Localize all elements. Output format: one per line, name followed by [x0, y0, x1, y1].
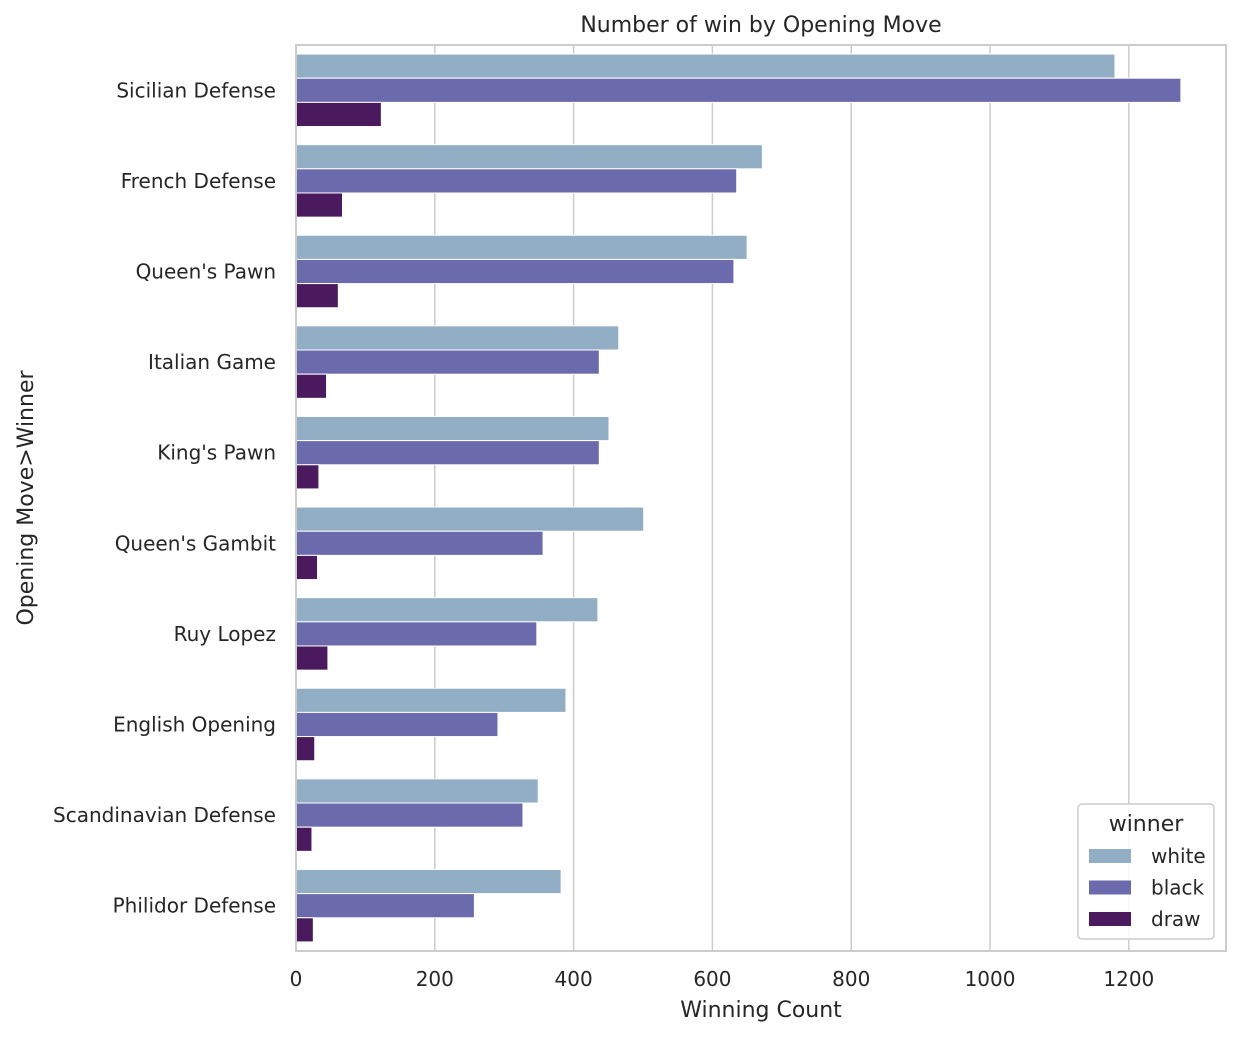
x-tick-label: 1000 — [965, 967, 1016, 991]
bar-black — [295, 349, 600, 375]
x-tick-label: 400 — [555, 967, 593, 991]
bars — [295, 53, 1182, 943]
legend-label-draw: draw — [1151, 907, 1201, 931]
legend-frame — [1077, 803, 1215, 940]
bar-draw — [295, 283, 339, 309]
bar-black — [295, 440, 600, 466]
bar-black — [295, 77, 1182, 103]
x-axis-label: Winning Count — [680, 998, 842, 1023]
x-tick-labels: 0 200 400 600 800 1000 1200 — [290, 967, 1155, 991]
y-category-label: Italian Game — [148, 350, 276, 374]
gridlines — [295, 45, 1130, 951]
legend-items: white black draw — [1089, 844, 1206, 931]
bar-black — [295, 802, 524, 828]
y-category-label: Queen's Pawn — [136, 260, 276, 284]
y-category-label: King's Pawn — [157, 441, 276, 465]
legend-label-black: black — [1151, 876, 1205, 900]
y-category-label: English Opening — [113, 713, 276, 737]
bar-white — [295, 234, 748, 260]
x-tick-label: 800 — [832, 967, 870, 991]
legend-label-white: white — [1151, 844, 1206, 868]
legend-title: winner — [1109, 812, 1185, 837]
bar-white — [295, 597, 599, 623]
bar-draw — [295, 645, 329, 671]
bar-white — [295, 506, 645, 532]
y-category-label: Philidor Defense — [113, 894, 276, 918]
bar-black — [295, 530, 544, 556]
y-category-label: Ruy Lopez — [174, 622, 276, 646]
bar-draw — [295, 826, 313, 852]
bar-draw — [295, 101, 382, 128]
x-tick-label: 600 — [693, 967, 731, 991]
plot-frame — [295, 44, 1227, 952]
chart-title: Number of win by Opening Move — [580, 13, 941, 38]
bar-black — [295, 711, 499, 738]
y-category-label: Queen's Gambit — [115, 531, 276, 555]
bar-draw — [295, 192, 343, 218]
x-tick-label: 0 — [290, 967, 303, 991]
bar-white — [295, 687, 567, 713]
bar-draw — [295, 464, 320, 490]
bar-black — [295, 258, 735, 285]
y-category-label: Sicilian Defense — [116, 78, 276, 102]
bar-white — [295, 144, 763, 170]
bar-draw — [295, 736, 316, 762]
bar-black — [295, 168, 738, 194]
legend-swatch-black — [1089, 880, 1131, 895]
x-tick-label: 1200 — [1103, 967, 1154, 991]
legend: winner white black draw — [1077, 803, 1215, 940]
x-tick-label: 200 — [416, 967, 454, 991]
bar-draw — [295, 373, 328, 399]
legend-swatch-white — [1089, 849, 1131, 863]
bar-black — [295, 621, 538, 647]
bar-white — [295, 778, 539, 804]
bar-white — [295, 415, 610, 442]
y-category-label: Scandinavian Defense — [53, 803, 276, 827]
bar-white — [295, 868, 562, 895]
bar-white — [295, 325, 620, 351]
bar-draw — [295, 917, 314, 943]
legend-swatch-draw — [1089, 912, 1131, 926]
bar-draw — [295, 554, 319, 581]
y-category-label: French Defense — [121, 169, 276, 193]
bar-black — [295, 893, 475, 919]
y-category-labels: Sicilian Defense French Defense Queen's Pa… — [53, 78, 276, 917]
bar-white — [295, 53, 1116, 79]
y-axis-label: Opening Move>Winner — [14, 370, 39, 626]
